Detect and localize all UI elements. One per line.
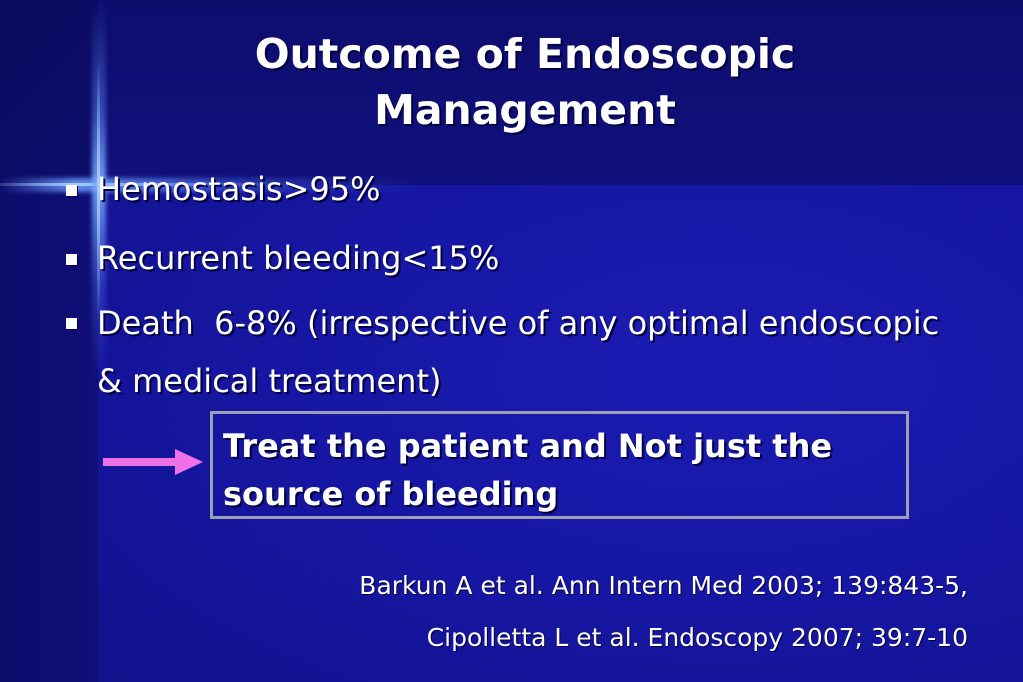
title-line-2: Management bbox=[374, 86, 676, 134]
square-bullet-icon bbox=[66, 254, 77, 265]
corner-block bbox=[0, 0, 98, 185]
bullet-item: Death 6-8% (irrespective of any optimal … bbox=[62, 294, 962, 410]
slide-title: Outcome of Endoscopic Management bbox=[100, 26, 950, 138]
callout-box: Treat the patient and Not just the sourc… bbox=[210, 411, 909, 519]
bullet-text: Recurrent bleeding<15% bbox=[97, 239, 500, 277]
square-bullet-icon bbox=[66, 185, 77, 196]
reference-line: Cipolletta L et al. Endoscopy 2007; 39:7… bbox=[426, 623, 968, 652]
vertical-glow-core bbox=[97, 60, 100, 320]
square-bullet-icon bbox=[66, 318, 77, 329]
horizontal-glow-core bbox=[0, 183, 300, 186]
bullet-text: Hemostasis>95% bbox=[97, 170, 381, 208]
bullet-text: Death 6-8% (irrespective of any optimal … bbox=[97, 304, 950, 400]
bullet-item: Recurrent bleeding<15% bbox=[62, 235, 962, 281]
top-band bbox=[0, 0, 1023, 185]
title-line-1: Outcome of Endoscopic bbox=[254, 30, 796, 78]
references: Barkun A et al. Ann Intern Med 2003; 139… bbox=[359, 560, 968, 664]
bullet-item: Hemostasis>95% bbox=[62, 166, 962, 212]
reference-line: Barkun A et al. Ann Intern Med 2003; 139… bbox=[359, 571, 968, 600]
arrow-right-icon bbox=[103, 449, 203, 475]
bullet-list: Hemostasis>95% Recurrent bleeding<15% De… bbox=[62, 166, 962, 433]
left-band bbox=[0, 185, 98, 682]
callout-text: Treat the patient and Not just the sourc… bbox=[223, 427, 833, 513]
